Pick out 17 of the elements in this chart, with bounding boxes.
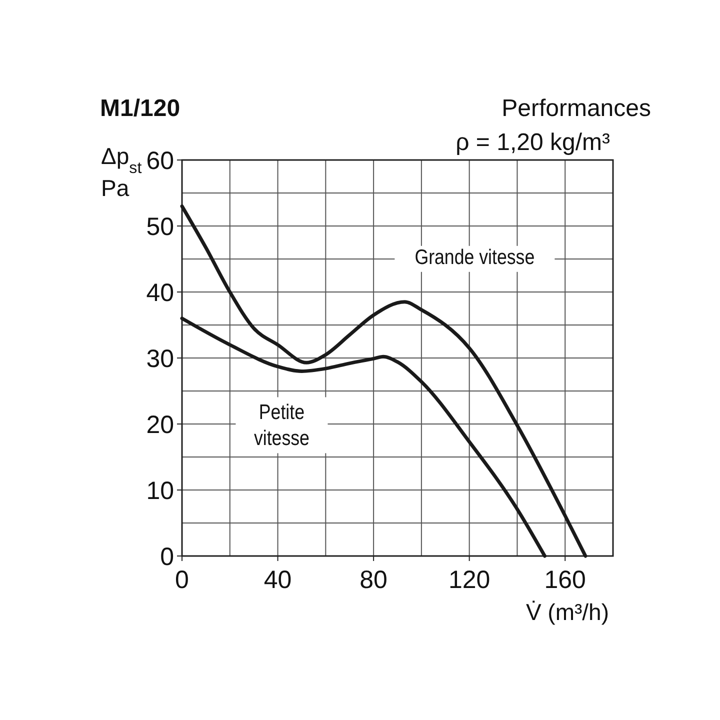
series-label: Petite vitesse xyxy=(254,400,310,451)
y-tick-label: 0 xyxy=(160,543,174,571)
y-tick-label: 10 xyxy=(146,477,174,505)
y-tick-label: 50 xyxy=(146,213,174,241)
x-axis-title: V̇ (m³/h) xyxy=(526,599,609,625)
y-tick-label: 40 xyxy=(146,279,174,307)
x-tick-label: 160 xyxy=(544,566,586,594)
series-label: Grande vitesse xyxy=(414,246,535,270)
y-tick-label: 30 xyxy=(146,345,174,373)
chart-title: M1/120 xyxy=(100,95,180,122)
chart-subtitle: Performances ρ = 1,20 kg/m³ xyxy=(456,95,651,156)
y-axis-title: Δp$_{st}$ Pa xyxy=(101,143,142,201)
x-tick-label: 40 xyxy=(264,566,292,594)
x-tick-label: 80 xyxy=(360,566,388,594)
x-tick-label: 120 xyxy=(448,566,490,594)
y-tick-label: 60 xyxy=(146,147,174,175)
y-tick-label: 20 xyxy=(146,411,174,439)
